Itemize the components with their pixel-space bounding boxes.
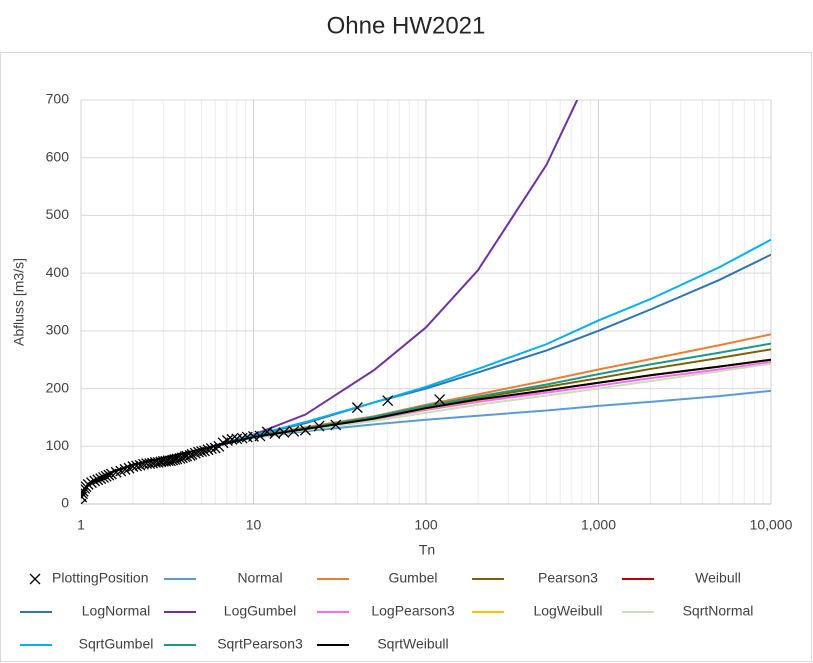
scatter-point xyxy=(100,470,112,482)
y-tick-label: 700 xyxy=(46,91,70,107)
scatter-point xyxy=(209,442,221,454)
legend-label: SqrtNormal xyxy=(683,603,754,619)
legend-label: LogWeibull xyxy=(533,603,602,619)
scatter-point xyxy=(81,488,88,500)
scatter-point xyxy=(169,454,181,466)
x-tick-label: 100 xyxy=(414,517,438,533)
scatter-point xyxy=(89,475,101,487)
scatter-point xyxy=(103,469,115,481)
y-tick-label: 600 xyxy=(46,148,70,164)
scatter-point xyxy=(98,471,109,483)
scatter-point xyxy=(299,424,311,436)
scatter-point xyxy=(137,458,149,470)
chart-border xyxy=(0,52,812,662)
legend-label: Weibull xyxy=(695,570,741,586)
legend: PlottingPosition Normal Gumbel Pearson3 Weib… xyxy=(20,570,753,652)
x-tick-label: 10,000 xyxy=(750,517,793,533)
legend-label: Pearson3 xyxy=(538,570,598,586)
scatter-point xyxy=(213,440,225,452)
y-axis-label: Abfluss [m3/s] xyxy=(11,258,27,346)
x-tick-label: 1,000 xyxy=(581,517,616,533)
scatter-point xyxy=(231,433,243,445)
x-tick-label: 10 xyxy=(246,517,262,533)
scatter-point xyxy=(330,419,342,431)
scatter-point xyxy=(141,458,153,470)
legend-label: LogNormal xyxy=(82,603,150,619)
chart-title: Ohne HW2021 xyxy=(327,12,486,39)
legend-label: SqrtPearson3 xyxy=(217,636,303,652)
scatter-point xyxy=(131,460,143,472)
scatter-point xyxy=(92,474,104,486)
legend-label: LogGumbel xyxy=(224,603,296,619)
scatter-point xyxy=(127,461,139,472)
scatter-point xyxy=(313,420,325,432)
scatter-point xyxy=(115,465,127,477)
scatter-point xyxy=(171,453,183,465)
scatter-point xyxy=(351,402,363,414)
y-tick-label: 100 xyxy=(46,437,70,453)
legend-label: PlottingPosition xyxy=(52,570,149,586)
scatter-point xyxy=(288,425,300,437)
scatter-point xyxy=(205,443,217,455)
x-axis-label: Tn xyxy=(419,542,435,558)
scatter-point xyxy=(382,395,394,407)
scatter-point xyxy=(278,426,290,438)
x-tick-label: 1 xyxy=(77,517,85,533)
y-tick-label: 400 xyxy=(46,264,70,280)
scatter-point xyxy=(261,426,273,438)
y-tick-label: 0 xyxy=(61,495,69,511)
scatter-point xyxy=(202,444,214,456)
y-tick-label: 500 xyxy=(46,206,70,222)
plot-area xyxy=(81,100,771,504)
y-tick-label: 200 xyxy=(46,379,70,395)
legend-label: Normal xyxy=(237,570,282,586)
scatter-point xyxy=(95,473,107,485)
legend-label: Gumbel xyxy=(388,570,437,586)
scatter-point xyxy=(434,394,446,405)
scatter-point xyxy=(123,462,135,474)
scatter-point xyxy=(81,485,89,497)
legend-label: SqrtGumbel xyxy=(79,636,154,652)
scatter-point xyxy=(81,498,87,504)
scatter-point xyxy=(193,446,204,458)
y-tick-label: 300 xyxy=(46,322,70,338)
legend-label: LogPearson3 xyxy=(371,603,455,619)
legend-symbol xyxy=(29,573,41,585)
scatter-point xyxy=(196,446,208,457)
scatter-point xyxy=(86,477,97,489)
legend-label: SqrtWeibull xyxy=(377,636,448,652)
scatter-point xyxy=(226,433,238,445)
